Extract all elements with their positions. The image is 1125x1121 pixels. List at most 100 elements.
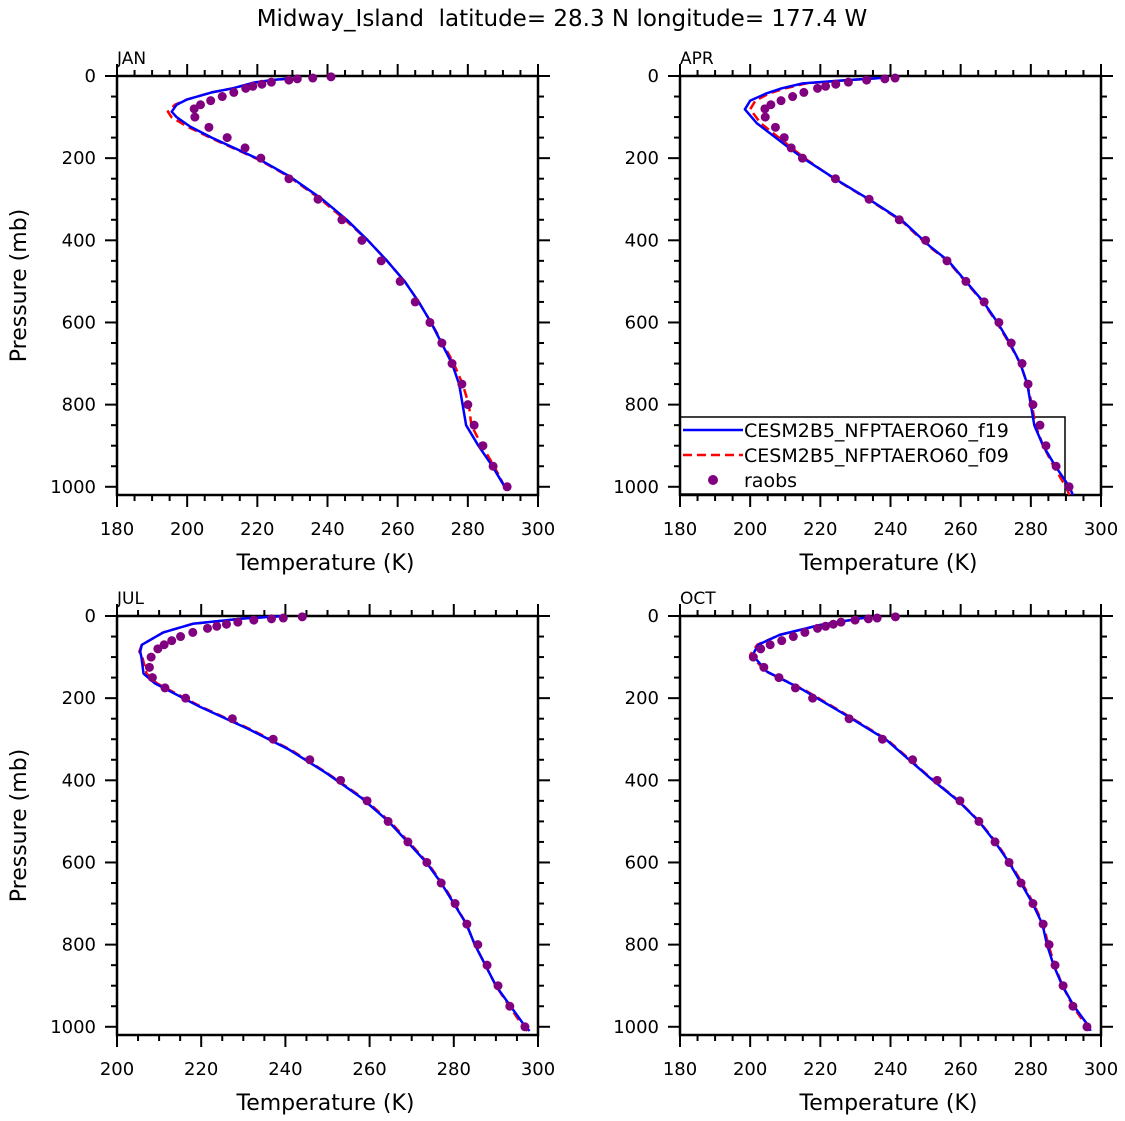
raobs-point: [1044, 940, 1054, 950]
raobs-point: [765, 640, 775, 650]
y-tick-label: 800: [62, 935, 96, 956]
raobs-point: [267, 614, 277, 624]
y-tick-label: 1000: [50, 1017, 96, 1038]
panel-label: JAN: [116, 49, 146, 69]
series-line-f09: [138, 614, 529, 1032]
series-raobs: [144, 612, 530, 1032]
raobs-point: [268, 734, 278, 744]
raobs-point: [450, 899, 460, 909]
raobs-point: [462, 919, 472, 929]
raobs-point: [204, 122, 214, 132]
x-tick-label: 180: [100, 519, 134, 540]
raobs-point: [188, 627, 198, 637]
figure-title: Midway_Island latitude= 28.3 N longitude…: [257, 6, 868, 32]
axis-ticks: [105, 64, 550, 507]
raobs-point: [447, 359, 457, 369]
raobs-point: [756, 644, 766, 654]
x-tick-label: 240: [268, 1059, 302, 1080]
raobs-point: [760, 112, 770, 122]
raobs-point: [813, 83, 823, 93]
x-axis-label: Temperature (K): [799, 1091, 978, 1116]
series-raobs: [748, 612, 1092, 1032]
plot-frame: [115, 614, 540, 1037]
x-tick-label: 180: [663, 1059, 697, 1080]
raobs-point: [463, 400, 473, 410]
raobs-point: [1082, 1022, 1092, 1032]
panel-jul: 200 220 240 260 280 300 0 200 400 600 800 1000 Tempe…: [7, 589, 555, 1116]
raobs-point: [872, 613, 882, 623]
raobs-point: [748, 652, 758, 662]
raobs-point: [376, 256, 386, 266]
raobs-point: [221, 619, 231, 629]
y-tick-label: 200: [62, 148, 96, 169]
y-tick-label: 600: [62, 312, 96, 333]
raobs-point: [212, 621, 222, 631]
raobs-point: [766, 100, 776, 110]
panel-oct: 180 200 220 240 260 280 300 0 200 400 600 800 1000 Te…: [613, 589, 1118, 1116]
raobs-point: [249, 615, 259, 625]
y-tick-label: 400: [62, 230, 96, 251]
x-tick-label: 280: [1014, 1059, 1048, 1080]
raobs-point: [357, 235, 367, 245]
x-tick-label: 240: [310, 519, 344, 540]
raobs-point: [1028, 400, 1038, 410]
raobs-point: [877, 734, 887, 744]
raobs-point: [1051, 461, 1061, 471]
raobs-point: [844, 714, 854, 724]
panel-jan: 180 200 220 240 260 280 300 0 200 400 600 800 1000 Te…: [7, 49, 555, 576]
raobs-point: [955, 796, 965, 806]
raobs-point: [862, 75, 872, 85]
raobs-point: [779, 133, 789, 143]
x-tick-label: 200: [733, 519, 767, 540]
series-line-f19: [743, 76, 1075, 496]
raobs-point: [159, 640, 169, 650]
raobs-point: [1006, 338, 1016, 348]
x-axis-label: Temperature (K): [799, 551, 978, 576]
legend: CESM2B5_NFPTAERO60_f19 CESM2B5_NFPTAERO60…: [679, 416, 1066, 495]
raobs-point: [181, 693, 191, 703]
series-line-f19: [138, 614, 531, 1032]
raobs-point: [1028, 899, 1038, 909]
y-tick-label: 200: [62, 688, 96, 709]
raobs-point: [1058, 981, 1068, 991]
x-tick-label: 300: [1084, 519, 1118, 540]
raobs-point: [203, 623, 213, 633]
y-tick-label: 0: [85, 66, 96, 87]
y-tick-label: 400: [625, 230, 659, 251]
y-tick-label: 400: [625, 770, 659, 791]
raobs-point: [160, 683, 170, 693]
raobs-point: [478, 441, 488, 451]
y-tick-label: 800: [625, 935, 659, 956]
legend-box: [679, 416, 1066, 495]
raobs-point: [308, 73, 318, 83]
legend-marker-raobs: [708, 475, 718, 485]
panel-label: APR: [680, 49, 714, 69]
raobs-point: [336, 775, 346, 785]
x-tick-label: 200: [170, 519, 204, 540]
raobs-point: [144, 662, 154, 672]
raobs-point: [227, 714, 237, 724]
raobs-point: [908, 755, 918, 765]
raobs-point: [830, 174, 840, 184]
raobs-point: [1041, 441, 1051, 451]
raobs-point: [990, 837, 1000, 847]
raobs-point: [770, 122, 780, 132]
y-tick-label: 600: [625, 852, 659, 873]
y-tick-label: 0: [648, 606, 659, 627]
x-tick-label: 200: [100, 1059, 134, 1080]
raobs-point: [894, 215, 904, 225]
raobs-point: [788, 92, 798, 102]
raobs-point: [1023, 379, 1033, 389]
y-tick-label: 600: [625, 312, 659, 333]
raobs-point: [786, 143, 796, 153]
raobs-point: [1016, 878, 1026, 888]
raobs-point: [278, 613, 288, 623]
plot-frame: [678, 74, 1103, 497]
raobs-point: [241, 83, 251, 93]
raobs-point: [436, 878, 446, 888]
raobs-point: [777, 636, 787, 646]
raobs-point: [167, 636, 177, 646]
y-tick-label: 800: [625, 395, 659, 416]
raobs-point: [482, 960, 492, 970]
x-tick-label: 180: [663, 519, 697, 540]
